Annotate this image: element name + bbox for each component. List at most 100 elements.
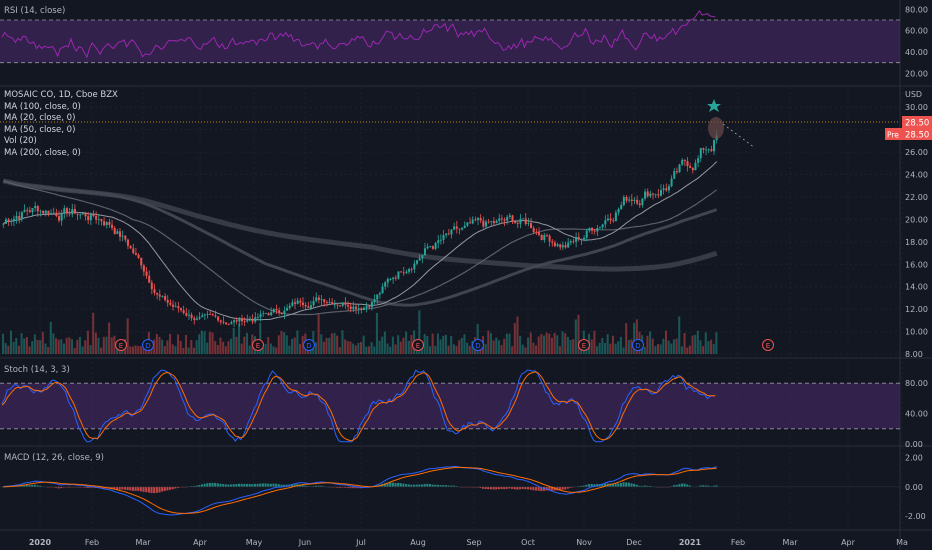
- candle-body: [105, 222, 108, 226]
- candle-body: [657, 194, 660, 196]
- volume-bar: [190, 340, 193, 354]
- price-axis[interactable]: 30.0028.0026.0024.0022.0020.0018.0016.00…: [905, 5, 928, 521]
- volume-bar: [606, 334, 609, 354]
- rsi-tick-label: 40.00: [905, 48, 928, 57]
- candle-body: [386, 279, 389, 283]
- earnings-marker[interactable]: E: [115, 339, 127, 351]
- macd-histogram-bar: [36, 485, 39, 487]
- volume-bar: [686, 347, 689, 354]
- volume-bar: [86, 330, 89, 354]
- candle-body: [262, 313, 265, 315]
- candle-body: [81, 212, 84, 215]
- macd-histogram-bar: [492, 486, 495, 490]
- dividend-marker[interactable]: D: [632, 339, 644, 351]
- stoch-k-line: [1, 369, 716, 443]
- macd-histogram-bar: [166, 486, 169, 491]
- macd-histogram-bar: [667, 486, 670, 488]
- time-axis[interactable]: 2020 Feb Mar Apr May Jun Jul Aug Sep Oct Nov Dec 202…: [29, 538, 908, 547]
- volume-bar: [65, 337, 68, 354]
- earnings-marker[interactable]: E: [412, 339, 424, 351]
- candle-body: [423, 248, 426, 255]
- macd-histogram-bar: [527, 486, 530, 490]
- volume-bar: [198, 334, 201, 354]
- volume-bar: [476, 323, 479, 354]
- macd-histogram-bar: [686, 484, 689, 487]
- macd-histogram-bar: [352, 486, 355, 489]
- projection-line: [722, 123, 756, 149]
- macd-histogram-bar: [275, 483, 278, 487]
- event-marker-circle: [412, 339, 424, 351]
- earnings-marker[interactable]: E: [252, 339, 264, 351]
- candle-body: [278, 310, 281, 313]
- dividend-marker[interactable]: D: [303, 339, 315, 351]
- macd-histogram-bar: [333, 486, 336, 488]
- volume-bar: [444, 334, 447, 354]
- candlesticks[interactable]: [2, 130, 718, 328]
- legend-ma100[interactable]: MA (100, close, 0): [4, 101, 81, 112]
- dividend-marker[interactable]: D: [472, 339, 484, 351]
- volume-bar: [702, 346, 705, 354]
- macd-histogram-bar: [455, 485, 458, 487]
- candle-body: [339, 305, 342, 307]
- macd-histogram-bar: [357, 486, 360, 489]
- macd-pane[interactable]: [0, 465, 900, 516]
- candle-body: [628, 199, 631, 201]
- macd-histogram-bar: [402, 483, 405, 487]
- macd-histogram-bar: [267, 483, 270, 487]
- volume-bar: [161, 339, 164, 354]
- volume-bar: [81, 346, 84, 354]
- volume-bar: [516, 316, 519, 354]
- symbol-title[interactable]: MOSAIC CO, 1D, Cboe BZX: [4, 90, 118, 100]
- volume-bar: [55, 338, 58, 354]
- macd-histogram-bar: [100, 486, 103, 489]
- rsi-label: RSI (14, close): [4, 6, 65, 16]
- earnings-marker[interactable]: E: [578, 339, 590, 351]
- macd-histogram-bar: [224, 484, 227, 487]
- legend-ma200[interactable]: MA (200, close, 0): [4, 147, 81, 158]
- star-icon[interactable]: [707, 99, 721, 112]
- volume-bar: [511, 346, 514, 354]
- macd-histogram-bar: [60, 486, 63, 489]
- volume-bar: [232, 327, 235, 354]
- rsi-pane[interactable]: [0, 9, 900, 64]
- stoch-pane[interactable]: [0, 369, 900, 443]
- macd-histogram-bar: [248, 483, 251, 487]
- volume-bar: [439, 339, 442, 354]
- candle-body: [691, 167, 694, 171]
- candle-body: [333, 304, 336, 306]
- volume-bar: [235, 336, 238, 354]
- legend-ma50[interactable]: MA (50, close, 0): [4, 124, 76, 135]
- candle-body: [604, 220, 607, 225]
- legend-vol[interactable]: Vol (20): [4, 136, 37, 147]
- volume-bar: [291, 338, 294, 354]
- candle-body: [42, 210, 45, 214]
- candle-body: [400, 271, 403, 273]
- time-tick-label: Mar: [135, 538, 151, 547]
- legend-ma20[interactable]: MA (20, close, 0): [4, 113, 76, 124]
- volume-bar: [2, 333, 5, 354]
- candle-body: [219, 320, 222, 322]
- macd-histogram-bar: [646, 485, 649, 487]
- volume-bar: [100, 347, 103, 354]
- volume-bar: [155, 333, 158, 354]
- dividend-marker[interactable]: D: [142, 339, 154, 351]
- volume-bar: [330, 333, 333, 354]
- ma20-line: [2, 161, 718, 321]
- candle-body: [445, 233, 448, 236]
- time-tick-label: Ma: [896, 538, 908, 547]
- macd-histogram-bar: [346, 486, 349, 488]
- volume-bar: [365, 346, 368, 354]
- volume-bar: [548, 333, 551, 354]
- candle-body: [211, 314, 214, 316]
- earnings-marker[interactable]: E: [762, 339, 774, 351]
- candle-body: [4, 219, 7, 224]
- candle-body: [540, 234, 543, 241]
- candle-body: [254, 317, 257, 322]
- volume-bar: [431, 333, 434, 354]
- macd-histogram-bar: [516, 486, 519, 490]
- volume-bar: [108, 322, 111, 354]
- volume-bar: [360, 341, 363, 354]
- candle-body: [482, 220, 485, 227]
